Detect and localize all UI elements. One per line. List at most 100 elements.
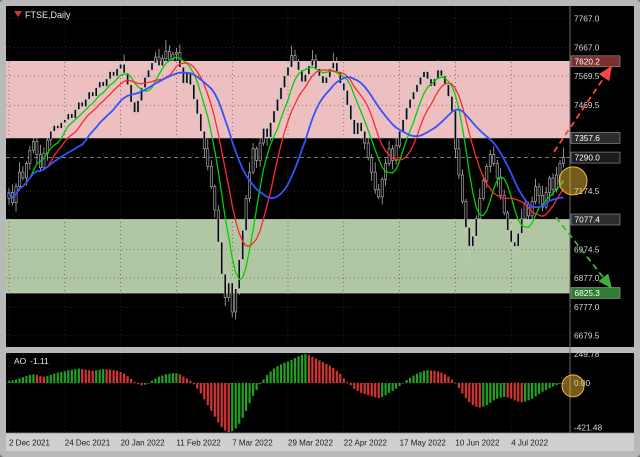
ao-bar [112, 370, 115, 383]
candle-body [70, 113, 74, 119]
candle-body [516, 233, 520, 247]
candle-body [307, 65, 311, 75]
ao-bar [496, 383, 499, 399]
pane-separator[interactable] [6, 347, 634, 353]
ao-bar [42, 376, 45, 383]
candle-body [227, 282, 231, 298]
symbol-icon [14, 11, 22, 17]
candles-layer[interactable] [7, 39, 565, 320]
ao-bar [60, 372, 63, 383]
ao-bar [304, 354, 307, 383]
candle-body [562, 157, 565, 164]
candle-body [56, 125, 60, 129]
ao-bar [405, 380, 408, 383]
ao-bar [415, 373, 419, 383]
candle-body [168, 50, 171, 61]
candle-body [447, 84, 450, 97]
candle-body [112, 71, 115, 77]
ao-bar [286, 361, 290, 383]
grid-layer [6, 6, 570, 432]
candle-body [28, 150, 32, 164]
candle-body [405, 107, 408, 120]
candle-body [408, 99, 412, 109]
candle-body [311, 59, 314, 66]
ao-bar [367, 383, 370, 396]
ao-bar [213, 383, 216, 417]
ao-bar [245, 383, 248, 411]
candle-body [325, 77, 328, 84]
ao-bar [234, 383, 237, 429]
candle-body [440, 69, 443, 77]
candle-body [98, 81, 102, 88]
ao-bar [482, 383, 485, 407]
moving-averages-layer [8, 56, 565, 281]
zone-low-boundary-label: 7077.4 [575, 215, 601, 225]
ao-bar [210, 383, 213, 411]
date-label: 22 Apr 2022 [344, 439, 388, 448]
ao-bar [381, 383, 384, 397]
ao-bar [293, 358, 297, 383]
ao-bar [21, 377, 24, 383]
candle-body [133, 101, 136, 113]
candle-body [77, 101, 81, 110]
time-axis-strip[interactable] [6, 433, 634, 451]
candle-body [32, 141, 35, 151]
candle-body [499, 177, 503, 196]
candle-body [534, 186, 537, 202]
ao-bar [527, 383, 530, 401]
date-label: 17 May 2022 [400, 439, 447, 448]
level-lines-layer [6, 60, 570, 294]
candle-body [461, 174, 464, 202]
date-label: 29 Mar 2022 [288, 439, 333, 448]
ao-bar [363, 383, 366, 394]
candle-body [122, 64, 126, 74]
candle-body [513, 241, 517, 247]
candle-body [189, 72, 192, 85]
candle-body [380, 179, 384, 198]
ao-bar [450, 379, 453, 383]
candle-body [182, 66, 185, 84]
candle-body [415, 84, 419, 93]
candle-body [485, 166, 489, 182]
ao-bar [39, 376, 42, 384]
ao-bar [32, 374, 35, 383]
candle-body [49, 131, 53, 141]
ao-bar [384, 383, 387, 396]
ao-bar [49, 374, 52, 383]
ao-bar [300, 354, 303, 383]
candle-body [129, 84, 133, 103]
ao-bar [140, 383, 143, 386]
candle-body [241, 230, 245, 260]
date-label: 24 Dec 2021 [65, 439, 111, 448]
ao-bar [346, 381, 349, 384]
ao-bar [503, 383, 506, 397]
ao-bar [14, 379, 18, 383]
candle-body [272, 110, 276, 123]
candle-body [450, 96, 454, 112]
candle-body [175, 52, 178, 55]
candle-body [154, 56, 157, 64]
down-target-arrow [555, 216, 613, 289]
date-label: 7 Mar 2022 [232, 439, 273, 448]
ao-label: AO [14, 356, 27, 366]
candle-body [262, 128, 265, 144]
ao-bar [161, 375, 164, 384]
chart-canvas[interactable]: 7767.0 7667.0 7569.5 7469.5 7174.5 6974.5 6877… [6, 6, 634, 451]
ao-bar [374, 383, 377, 398]
ao-bar [25, 376, 28, 384]
candle-body [157, 56, 161, 66]
candle-body [342, 82, 346, 91]
candle-body [321, 75, 325, 84]
price-tick-label: 7569.5 [574, 71, 600, 81]
ao-bar [562, 383, 565, 384]
ao-bar [412, 375, 415, 384]
candle-body [286, 66, 290, 77]
ao-tick-label: 249.78 [574, 349, 600, 359]
candle-body [474, 218, 478, 237]
candle-body [258, 142, 262, 161]
price-axis[interactable]: 7767.0 7667.0 7569.5 7469.5 7174.5 6974.5 6877… [570, 14, 621, 433]
ao-bar [468, 383, 471, 403]
ao-bar [77, 368, 80, 383]
ao-histogram-layer[interactable] [6, 353, 570, 433]
